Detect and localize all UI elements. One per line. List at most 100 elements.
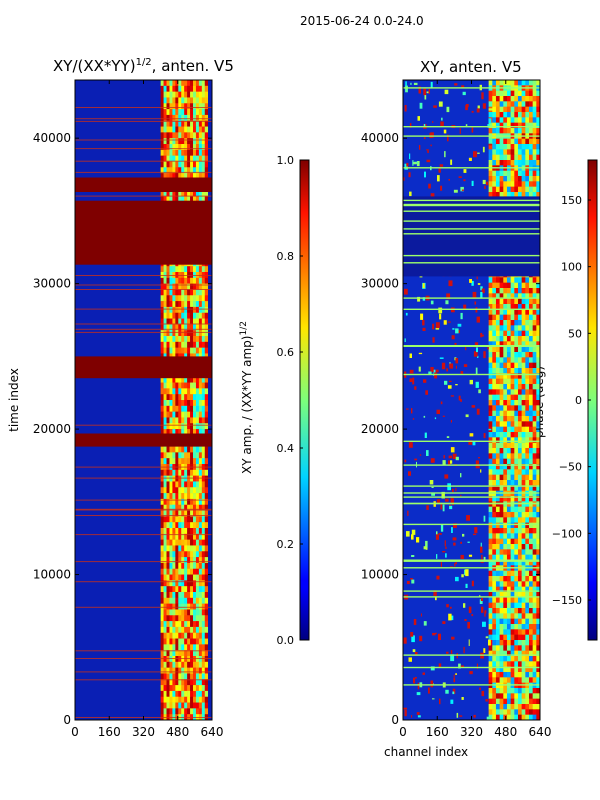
left-heat-cell (190, 522, 194, 529)
left-heat-cell (198, 469, 203, 476)
right-heat-cell (517, 458, 522, 465)
left-heat-cell (172, 510, 176, 517)
right-speckle (426, 450, 429, 456)
right-speckle (473, 351, 478, 357)
right-heat-cell (525, 122, 530, 129)
right-heat-cell (525, 656, 530, 662)
right-heat-cell (514, 138, 519, 145)
right-heat-cell (521, 640, 526, 646)
right-heat-cell (503, 618, 508, 625)
left-heat-cell (198, 161, 203, 168)
right-heat-cell (492, 421, 497, 427)
right-speckle (468, 440, 473, 445)
left-heat-cell (187, 551, 191, 558)
left-heat-cell (187, 574, 191, 581)
left-heat-cell (163, 132, 167, 139)
right-speckle (436, 575, 440, 580)
right-speckle (477, 152, 480, 154)
right-speckle (406, 531, 410, 537)
right-heat-cell (492, 528, 497, 534)
right-heat-cell (517, 693, 522, 699)
left-heat-cell (198, 80, 203, 87)
left-heat-cell (172, 632, 176, 639)
right-heat-cell (514, 586, 519, 593)
left-heat-cell (172, 702, 176, 709)
right-heat-cell (521, 416, 526, 422)
right-heat-cell (528, 517, 533, 523)
right-heat-cell (492, 410, 497, 417)
left-heat-cell (187, 295, 191, 302)
left-heat-cell (172, 452, 176, 459)
left-flag-line (75, 650, 212, 652)
left-heat-cell (201, 644, 206, 651)
left-heat-cell (198, 341, 203, 348)
right-heat-cell (517, 384, 522, 390)
right-heat-cell (528, 666, 533, 673)
right-heat-cell (521, 282, 526, 289)
right-heat-cell (536, 421, 540, 427)
right-speckle (428, 183, 431, 189)
right-heat-cell (506, 160, 511, 166)
right-heat-cell (528, 528, 533, 534)
right-heat-cell (503, 416, 508, 422)
left-heat-cell (187, 592, 191, 599)
right-heat-cell (521, 410, 526, 417)
left-heat-cell (166, 673, 170, 680)
left-heat-cell (175, 429, 179, 436)
left-heat-cell (201, 632, 206, 639)
left-heat-cell (195, 376, 200, 383)
left-heat-cell (190, 330, 194, 337)
left-heat-cell (204, 97, 209, 104)
right-heat-cell (506, 186, 511, 193)
right-heat-cell (503, 640, 508, 646)
left-heat-cell (169, 574, 173, 581)
left-heat-cell (169, 522, 173, 529)
right-heat-cell (499, 117, 504, 123)
left-heat-cell (193, 446, 197, 453)
left-heat-cell (169, 469, 173, 476)
left-heat-cell (195, 155, 200, 162)
left-heat-cell (190, 458, 194, 465)
left-heat-cell (169, 487, 173, 494)
right-heat-cell (532, 672, 537, 678)
left-heat-cell (201, 574, 206, 581)
right-heat-cell (514, 480, 519, 486)
right-heat-cell (510, 309, 515, 315)
left-heat-cell (198, 318, 203, 325)
right-heat-cell (525, 437, 530, 443)
left-heat-cell (172, 103, 176, 110)
right-speckle (476, 316, 480, 323)
left-heat-cell (201, 155, 206, 162)
left-heat-cell (181, 423, 185, 430)
left-heat-cell (166, 656, 170, 663)
right-speckle (408, 442, 413, 448)
right-heat-cell (492, 101, 497, 107)
left-heat-cell (181, 679, 185, 686)
left-heat-cell (195, 347, 200, 354)
left-heat-cell (172, 481, 176, 488)
left-heat-cell (190, 446, 194, 453)
left-heat-cell (193, 708, 197, 715)
left-heat-cell (181, 324, 185, 331)
left-heat-cell (163, 417, 167, 424)
right-heat-cell (506, 704, 511, 710)
left-heat-cell (187, 685, 191, 692)
colorbar-tick-label: 0.0 (277, 634, 295, 647)
right-heat-cell (528, 650, 533, 657)
left-heat-cell (163, 504, 167, 511)
left-heat-cell (193, 400, 197, 407)
left-heat-cell (195, 603, 200, 610)
left-heat-cell (187, 330, 191, 337)
right-heat-cell (521, 341, 526, 347)
left-heat-cell (187, 661, 191, 668)
left-heat-cell (204, 667, 209, 674)
left-heat-cell (184, 85, 188, 92)
right-heat-cell (525, 90, 530, 97)
left-heat-cell (190, 126, 194, 133)
right-heat-cell (499, 549, 504, 555)
right-heat-cell (532, 325, 537, 331)
right-heat-cell (532, 186, 537, 193)
right-heat-cell (488, 554, 493, 561)
right-heat-cell (503, 341, 508, 347)
